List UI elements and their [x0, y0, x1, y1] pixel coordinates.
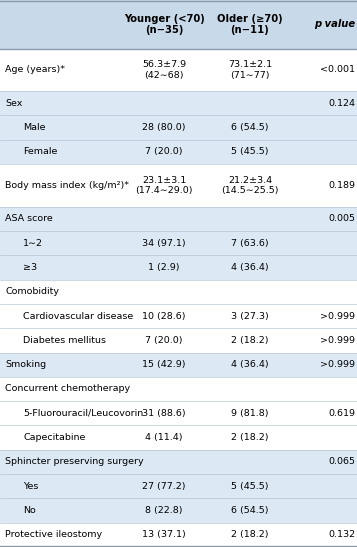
Text: 0.005: 0.005: [328, 214, 355, 223]
Text: Body mass index (kg/m²)*: Body mass index (kg/m²)*: [5, 181, 129, 190]
Text: Concurrent chemotherapy: Concurrent chemotherapy: [5, 385, 130, 393]
Text: Older (≥70)
(n−11): Older (≥70) (n−11): [217, 14, 283, 35]
Text: 7 (20.0): 7 (20.0): [145, 148, 183, 156]
Text: Sex: Sex: [5, 99, 23, 108]
Bar: [0, 207, 357, 231]
Bar: [0, 377, 357, 401]
Text: >0.999: >0.999: [320, 312, 355, 321]
Text: 31 (88.6): 31 (88.6): [142, 409, 186, 418]
Text: 0.619: 0.619: [328, 409, 355, 418]
Text: 5 (45.5): 5 (45.5): [231, 482, 269, 491]
Text: 1 (2.9): 1 (2.9): [149, 263, 180, 272]
Bar: [0, 352, 357, 377]
Text: 73.1±2.1
(71∼77): 73.1±2.1 (71∼77): [228, 60, 272, 80]
Text: No: No: [23, 506, 36, 515]
Text: 28 (80.0): 28 (80.0): [142, 123, 186, 132]
Text: <0.001: <0.001: [320, 66, 355, 74]
Text: 6 (54.5): 6 (54.5): [231, 506, 269, 515]
Text: 2 (18.2): 2 (18.2): [231, 336, 269, 345]
Text: ≥3: ≥3: [23, 263, 37, 272]
Bar: [0, 115, 357, 140]
Text: 0.189: 0.189: [328, 181, 355, 190]
Text: >0.999: >0.999: [320, 360, 355, 369]
Text: 23.1±3.1
(17.4∼29.0): 23.1±3.1 (17.4∼29.0): [135, 176, 193, 195]
Text: 8 (22.8): 8 (22.8): [145, 506, 183, 515]
Text: Male: Male: [23, 123, 46, 132]
Text: Smoking: Smoking: [5, 360, 46, 369]
Text: 3 (27.3): 3 (27.3): [231, 312, 269, 321]
Text: 0.124: 0.124: [328, 99, 355, 108]
Text: 13 (37.1): 13 (37.1): [142, 531, 186, 539]
Text: Cardiovascular disease: Cardiovascular disease: [23, 312, 134, 321]
Bar: [0, 231, 357, 255]
Text: Protective ileostomy: Protective ileostomy: [5, 531, 102, 539]
Text: 9 (81.8): 9 (81.8): [231, 409, 269, 418]
Bar: [0, 523, 357, 547]
Bar: [0, 91, 357, 115]
Bar: [0, 450, 357, 474]
Bar: [0, 304, 357, 328]
Bar: [0, 0, 357, 49]
Text: 2 (18.2): 2 (18.2): [231, 531, 269, 539]
Text: 4 (36.4): 4 (36.4): [231, 360, 269, 369]
Text: >0.999: >0.999: [320, 336, 355, 345]
Text: 4 (11.4): 4 (11.4): [145, 433, 183, 442]
Text: Capecitabine: Capecitabine: [23, 433, 86, 442]
Text: 4 (36.4): 4 (36.4): [231, 263, 269, 272]
Text: 5-Fluorouracil/Leucovorin: 5-Fluorouracil/Leucovorin: [23, 409, 144, 418]
Bar: [0, 474, 357, 498]
Text: 34 (97.1): 34 (97.1): [142, 238, 186, 248]
Text: Diabetes mellitus: Diabetes mellitus: [23, 336, 106, 345]
Text: 15 (42.9): 15 (42.9): [142, 360, 186, 369]
Text: 1∼2: 1∼2: [23, 238, 43, 248]
Text: ASA score: ASA score: [5, 214, 53, 223]
Bar: [0, 401, 357, 426]
Bar: [0, 255, 357, 280]
Text: Sphincter preserving surgery: Sphincter preserving surgery: [5, 457, 144, 467]
Bar: [0, 280, 357, 304]
Bar: [0, 498, 357, 523]
Text: 10 (28.6): 10 (28.6): [142, 312, 186, 321]
Text: Yes: Yes: [23, 482, 39, 491]
Text: 7 (63.6): 7 (63.6): [231, 238, 269, 248]
Text: Younger (<70)
(n−35): Younger (<70) (n−35): [124, 14, 205, 35]
Bar: [0, 164, 357, 207]
Text: 0.132: 0.132: [328, 531, 355, 539]
Bar: [0, 49, 357, 91]
Text: Age (years)*: Age (years)*: [5, 66, 65, 74]
Text: 0.065: 0.065: [328, 457, 355, 467]
Bar: [0, 140, 357, 164]
Bar: [0, 426, 357, 450]
Text: 5 (45.5): 5 (45.5): [231, 148, 269, 156]
Bar: [0, 328, 357, 352]
Text: 7 (20.0): 7 (20.0): [145, 336, 183, 345]
Text: 6 (54.5): 6 (54.5): [231, 123, 269, 132]
Text: 2 (18.2): 2 (18.2): [231, 433, 269, 442]
Text: Comobidity: Comobidity: [5, 287, 59, 296]
Text: p value: p value: [314, 19, 355, 30]
Text: Female: Female: [23, 148, 57, 156]
Text: 27 (77.2): 27 (77.2): [142, 482, 186, 491]
Text: 21.2±3.4
(14.5∼25.5): 21.2±3.4 (14.5∼25.5): [221, 176, 279, 195]
Text: 56.3±7.9
(42∼68): 56.3±7.9 (42∼68): [142, 60, 186, 80]
